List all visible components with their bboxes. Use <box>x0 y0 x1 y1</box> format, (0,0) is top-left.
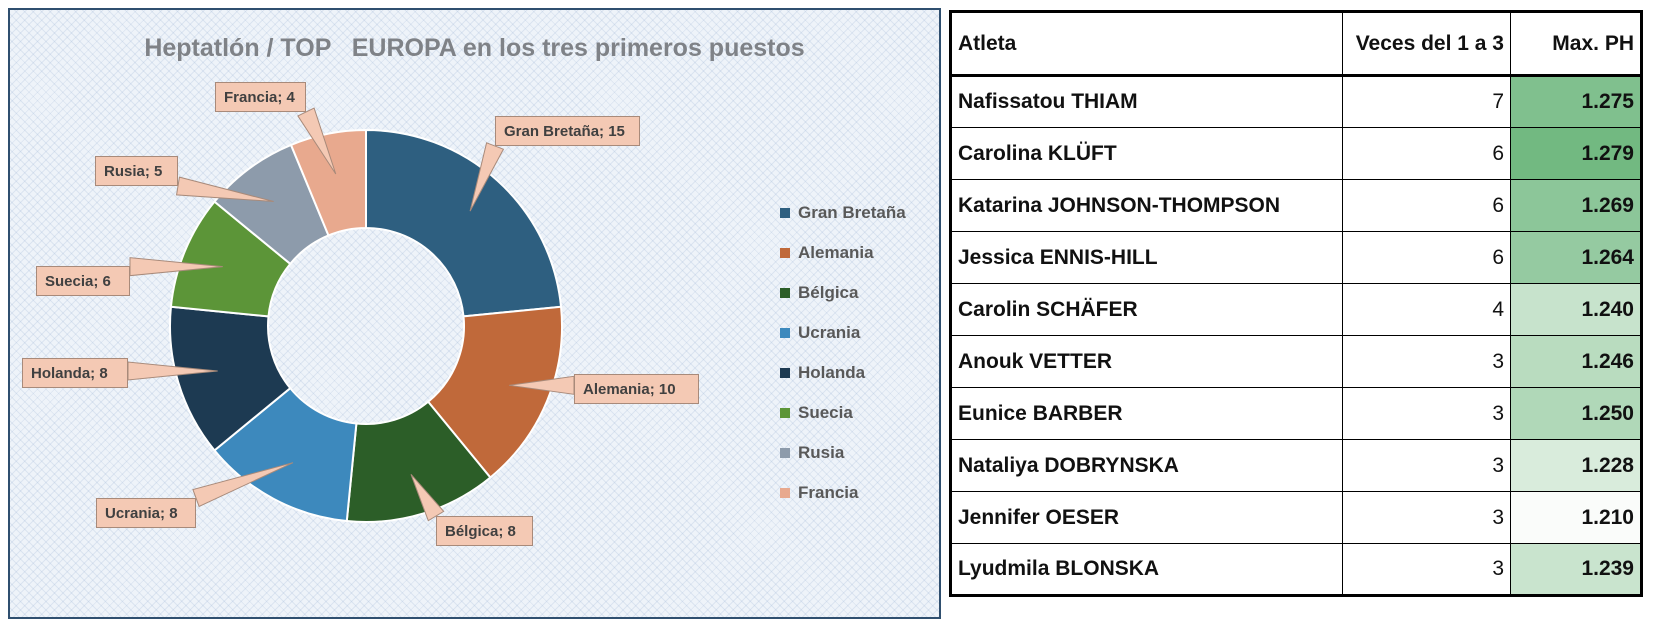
label-leader-4 <box>192 462 294 508</box>
max-ph-cell: 1.264 <box>1510 231 1642 284</box>
data-label: Rusia; 5 <box>95 156 178 186</box>
data-label: Ucrania; 8 <box>96 498 196 528</box>
legend-item: Rusia <box>780 433 906 473</box>
athlete-name-cell: Anouk VETTER <box>950 335 1343 388</box>
max-ph-cell: 1.210 <box>1510 491 1642 544</box>
times-cell: 4 <box>1342 283 1511 336</box>
table-row: Anouk VETTER 3 1.246 <box>950 335 1642 388</box>
data-label: Holanda; 8 <box>22 358 128 388</box>
times-cell: 3 <box>1342 491 1511 544</box>
donut-chart <box>127 107 575 523</box>
chart-panel: Heptatlón / TOP EUROPA en los tres prime… <box>8 8 941 619</box>
legend-swatch <box>780 368 790 378</box>
legend-item: Francia <box>780 473 906 513</box>
data-label: Suecia; 6 <box>36 266 130 296</box>
legend-swatch <box>780 488 790 498</box>
times-cell: 7 <box>1342 75 1511 128</box>
legend-item: Holanda <box>780 353 906 393</box>
label-leader-7 <box>175 176 274 203</box>
legend-swatch <box>780 448 790 458</box>
table-row: Jennifer OESER 3 1.210 <box>950 491 1642 544</box>
table-row: Carolina KLÜFT 6 1.279 <box>950 127 1642 180</box>
label-leader-8 <box>297 107 337 175</box>
max-ph-cell: 1.269 <box>1510 179 1642 232</box>
max-ph-cell: 1.250 <box>1510 387 1642 440</box>
table-row: Jessica ENNIS-HILL 6 1.264 <box>950 231 1642 284</box>
chart-legend: Gran Bretaña Alemania Bélgica Ucrania Holand… <box>780 193 906 513</box>
header-times: Veces del 1 a 3 <box>1342 11 1511 77</box>
data-label: Bélgica; 8 <box>436 516 533 546</box>
label-leader-1 <box>469 142 505 212</box>
athlete-name-cell: Carolina KLÜFT <box>950 127 1343 180</box>
header-athlete: Atleta <box>950 11 1343 77</box>
times-cell: 3 <box>1342 543 1511 596</box>
legend-item: Alemania <box>780 233 906 273</box>
table-row: Lyudmila BLONSKA 3 1.239 <box>950 543 1642 596</box>
athlete-name-cell: Jennifer OESER <box>950 491 1343 544</box>
legend-label: Alemania <box>798 243 874 262</box>
legend-label: Bélgica <box>798 283 859 302</box>
legend-item: Ucrania <box>780 313 906 353</box>
label-leader-6 <box>129 257 223 277</box>
max-ph-cell: 1.240 <box>1510 283 1642 336</box>
legend-item: Bélgica <box>780 273 906 313</box>
athlete-name-cell: Nafissatou THIAM <box>950 75 1343 128</box>
header-max-ph: Max. PH <box>1510 11 1642 77</box>
times-cell: 6 <box>1342 179 1511 232</box>
max-ph-cell: 1.246 <box>1510 335 1642 388</box>
athlete-name-cell: Jessica ENNIS-HILL <box>950 231 1343 284</box>
legend-item: Gran Bretaña <box>780 193 906 233</box>
legend-item: Suecia <box>780 393 906 433</box>
times-cell: 3 <box>1342 439 1511 492</box>
legend-label: Gran Bretaña <box>798 203 906 222</box>
table-row: Nataliya DOBRYNSKA 3 1.228 <box>950 439 1642 492</box>
legend-label: Suecia <box>798 403 853 422</box>
athletes-table: Atleta Veces del 1 a 3 Max. PH Nafissato… <box>949 10 1643 597</box>
legend-swatch <box>780 248 790 258</box>
data-label: Gran Bretaña; 15 <box>495 116 640 146</box>
athlete-name-cell: Katarina JOHNSON-THOMPSON <box>950 179 1343 232</box>
data-label: Alemania; 10 <box>574 374 699 404</box>
legend-swatch <box>780 328 790 338</box>
table-row: Katarina JOHNSON-THOMPSON 6 1.269 <box>950 179 1642 232</box>
max-ph-cell: 1.275 <box>1510 75 1642 128</box>
athlete-name-cell: Lyudmila BLONSKA <box>950 543 1343 596</box>
max-ph-cell: 1.228 <box>1510 439 1642 492</box>
legend-label: Holanda <box>798 363 866 382</box>
data-label: Francia; 4 <box>215 82 306 112</box>
label-leader-5 <box>127 361 218 381</box>
times-cell: 3 <box>1342 387 1511 440</box>
legend-swatch <box>780 208 790 218</box>
athlete-name-cell: Eunice BARBER <box>950 387 1343 440</box>
times-cell: 3 <box>1342 335 1511 388</box>
legend-label: Francia <box>798 483 859 502</box>
donut-slice-1 <box>365 128 563 318</box>
table-row: Carolin SCHÄFER 4 1.240 <box>950 283 1642 336</box>
times-cell: 6 <box>1342 231 1511 284</box>
table-row: Eunice BARBER 3 1.250 <box>950 387 1642 440</box>
table-header-row: Atleta Veces del 1 a 3 Max. PH <box>950 11 1642 77</box>
legend-swatch <box>780 408 790 418</box>
donut-slice-2 <box>426 305 563 479</box>
athlete-name-cell: Nataliya DOBRYNSKA <box>950 439 1343 492</box>
times-cell: 6 <box>1342 127 1511 180</box>
chart-title: Heptatlón / TOP EUROPA en los tres prime… <box>144 34 805 62</box>
table-row: Nafissatou THIAM 7 1.275 <box>950 75 1642 128</box>
legend-label: Ucrania <box>798 323 861 342</box>
max-ph-cell: 1.239 <box>1510 543 1642 596</box>
athlete-name-cell: Carolin SCHÄFER <box>950 283 1343 336</box>
legend-label: Rusia <box>798 443 845 462</box>
max-ph-cell: 1.279 <box>1510 127 1642 180</box>
legend-swatch <box>780 288 790 298</box>
